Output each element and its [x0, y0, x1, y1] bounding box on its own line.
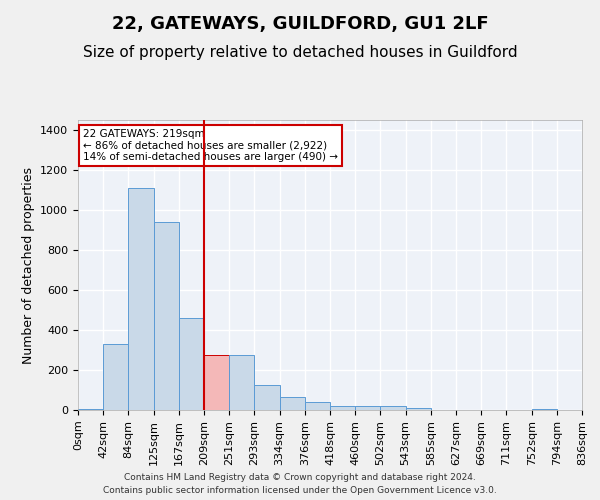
Text: Size of property relative to detached houses in Guildford: Size of property relative to detached ho…: [83, 45, 517, 60]
Bar: [204, 355, 229, 410]
Bar: [229, 355, 254, 410]
Bar: [280, 397, 305, 410]
Y-axis label: Number of detached properties: Number of detached properties: [22, 166, 35, 364]
Bar: [128, 188, 154, 410]
Bar: [254, 385, 280, 410]
Bar: [532, 409, 557, 410]
Text: Contains HM Land Registry data © Crown copyright and database right 2024.: Contains HM Land Registry data © Crown c…: [124, 474, 476, 482]
Bar: [179, 318, 204, 410]
Text: 22 GATEWAYS: 219sqm
← 86% of detached houses are smaller (2,922)
14% of semi-det: 22 GATEWAYS: 219sqm ← 86% of detached ho…: [83, 128, 338, 162]
Bar: [355, 406, 380, 410]
Bar: [330, 406, 355, 410]
Bar: [380, 406, 406, 410]
Text: Contains public sector information licensed under the Open Government Licence v3: Contains public sector information licen…: [103, 486, 497, 495]
Bar: [154, 222, 179, 410]
Bar: [406, 408, 431, 410]
Bar: [305, 402, 330, 410]
Text: 22, GATEWAYS, GUILDFORD, GU1 2LF: 22, GATEWAYS, GUILDFORD, GU1 2LF: [112, 15, 488, 33]
Bar: [103, 344, 128, 410]
Bar: [78, 409, 103, 410]
